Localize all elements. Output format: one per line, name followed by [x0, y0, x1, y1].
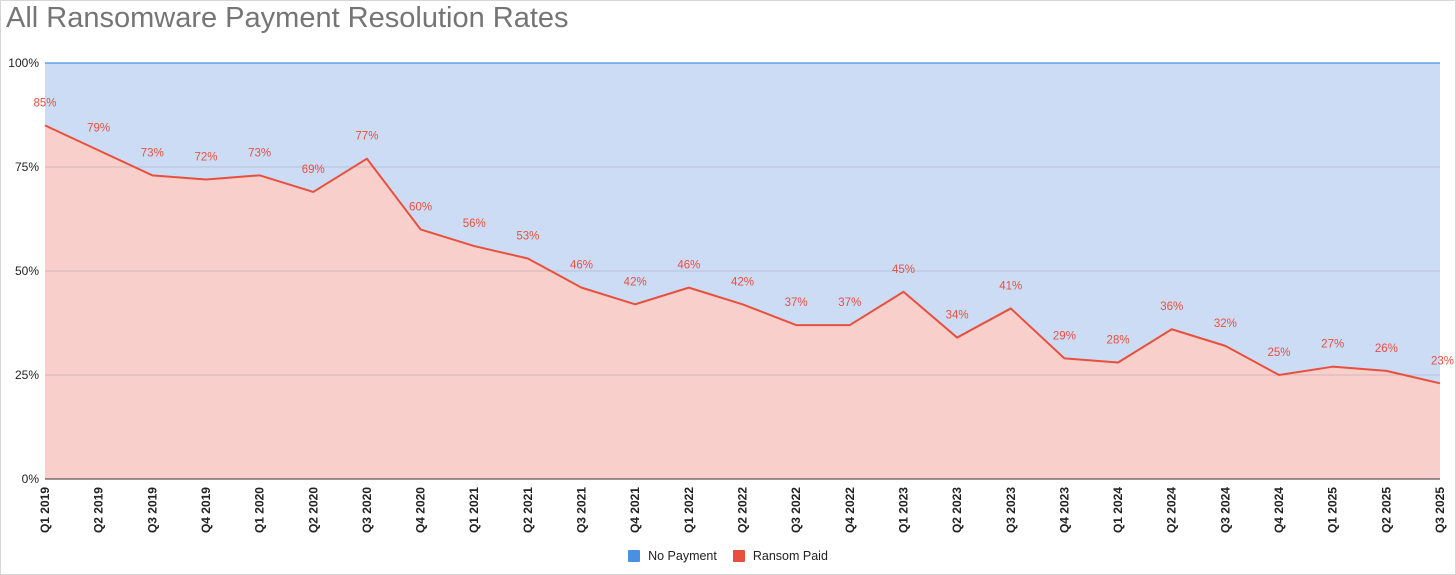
- data-point[interactable]: [632, 301, 638, 307]
- data-label: 73%: [248, 147, 271, 159]
- x-tick-label: Q4 2021: [628, 487, 642, 533]
- y-tick-label: 25%: [15, 368, 39, 382]
- data-label: 46%: [677, 260, 700, 272]
- data-label: 27%: [1321, 339, 1344, 351]
- data-label: 42%: [731, 276, 754, 288]
- legend-swatch-no-payment: [628, 550, 641, 562]
- x-tick-label: Q4 2024: [1272, 487, 1286, 533]
- data-label: 53%: [516, 231, 539, 243]
- data-point[interactable]: [525, 256, 531, 262]
- legend-label-ransom-paid: Ransom Paid: [752, 549, 828, 563]
- data-point[interactable]: [686, 285, 692, 291]
- data-label: 26%: [1375, 343, 1398, 355]
- data-point[interactable]: [900, 289, 906, 295]
- x-tick-label: Q1 2020: [253, 487, 267, 533]
- data-label: 29%: [1053, 330, 1076, 342]
- legend: No Payment Ransom Paid: [0, 549, 1456, 563]
- x-tick-label: Q2 2022: [736, 487, 750, 533]
- data-point[interactable]: [257, 172, 263, 178]
- x-tick-label: Q4 2020: [414, 487, 428, 533]
- data-label: 72%: [194, 151, 217, 163]
- data-point[interactable]: [1169, 326, 1175, 332]
- x-tick-label: Q1 2025: [1326, 487, 1340, 533]
- data-label: 37%: [785, 297, 808, 309]
- data-point[interactable]: [1276, 372, 1282, 378]
- x-tick-label: Q2 2023: [950, 487, 964, 533]
- x-tick-label: Q3 2022: [789, 487, 803, 533]
- x-tick-label: Q1 2023: [896, 487, 910, 533]
- legend-swatch-ransom-paid: [732, 550, 745, 562]
- data-point[interactable]: [1383, 368, 1389, 374]
- x-tick-label: Q3 2024: [1218, 487, 1232, 533]
- x-tick-label: Q4 2019: [199, 487, 213, 533]
- x-tick-label: Q2 2024: [1165, 487, 1179, 533]
- y-tick-label: 0%: [22, 472, 40, 486]
- data-label: 32%: [1214, 318, 1237, 330]
- data-point[interactable]: [1008, 305, 1014, 311]
- legend-label-no-payment: No Payment: [648, 549, 717, 563]
- data-point[interactable]: [149, 172, 155, 178]
- data-point[interactable]: [1330, 364, 1336, 370]
- data-label: 73%: [141, 147, 164, 159]
- data-point[interactable]: [1222, 343, 1228, 349]
- data-label: 56%: [463, 218, 486, 230]
- ransom-paid-area: [45, 125, 1440, 480]
- data-point[interactable]: [1061, 355, 1067, 361]
- data-point[interactable]: [96, 147, 102, 153]
- data-point[interactable]: [740, 301, 746, 307]
- data-point[interactable]: [579, 285, 585, 291]
- x-tick-label: Q1 2024: [1111, 487, 1125, 533]
- data-point[interactable]: [418, 226, 424, 232]
- data-point[interactable]: [310, 189, 316, 195]
- legend-item-ransom-paid[interactable]: Ransom Paid: [732, 549, 828, 563]
- y-tick-label: 50%: [15, 264, 39, 278]
- legend-item-no-payment[interactable]: No Payment: [628, 549, 717, 563]
- data-label: 37%: [838, 297, 861, 309]
- data-label: 41%: [999, 280, 1022, 292]
- x-tick-label: Q4 2022: [843, 487, 857, 533]
- x-tick-label: Q3 2019: [145, 487, 159, 533]
- data-label: 77%: [355, 131, 378, 143]
- x-tick-label: Q2 2021: [521, 487, 535, 533]
- x-tick-label: Q3 2025: [1433, 487, 1447, 533]
- data-label: 45%: [892, 264, 915, 276]
- x-tick-label: Q3 2020: [360, 487, 374, 533]
- data-point[interactable]: [1115, 360, 1121, 366]
- data-label: 69%: [302, 164, 325, 176]
- data-label: 85%: [33, 97, 56, 109]
- data-label: 60%: [409, 201, 432, 213]
- x-tick-label: Q4 2023: [1057, 487, 1071, 533]
- data-label: 36%: [1160, 301, 1183, 313]
- x-tick-label: Q3 2021: [575, 487, 589, 533]
- x-tick-label: Q1 2019: [38, 487, 52, 533]
- data-point[interactable]: [42, 122, 48, 128]
- data-point[interactable]: [364, 156, 370, 162]
- x-tick-label: Q1 2021: [467, 487, 481, 533]
- data-point[interactable]: [471, 243, 477, 249]
- ransom-paid-line: [44, 124, 1441, 385]
- data-point[interactable]: [954, 335, 960, 341]
- data-label: 28%: [1107, 335, 1130, 347]
- data-label: 42%: [624, 276, 647, 288]
- no-payment-area: [45, 63, 1440, 384]
- data-label: 46%: [570, 260, 593, 272]
- x-tick-label: Q2 2020: [306, 487, 320, 533]
- x-tick-label: Q2 2025: [1379, 487, 1393, 533]
- data-label: 34%: [946, 310, 969, 322]
- data-point[interactable]: [1437, 380, 1443, 386]
- x-tick-label: Q3 2023: [1004, 487, 1018, 533]
- data-point[interactable]: [847, 322, 853, 328]
- y-tick-label: 75%: [15, 160, 39, 174]
- data-point[interactable]: [203, 176, 209, 182]
- data-label: 25%: [1268, 347, 1291, 359]
- x-tick-label: Q2 2019: [92, 487, 106, 533]
- data-point[interactable]: [793, 322, 799, 328]
- y-tick-label: 100%: [8, 56, 39, 70]
- chart-title: All Ransomware Payment Resolution Rates: [6, 2, 569, 34]
- data-label: 23%: [1431, 355, 1454, 367]
- data-label: 79%: [87, 122, 110, 134]
- x-tick-label: Q1 2022: [682, 487, 696, 533]
